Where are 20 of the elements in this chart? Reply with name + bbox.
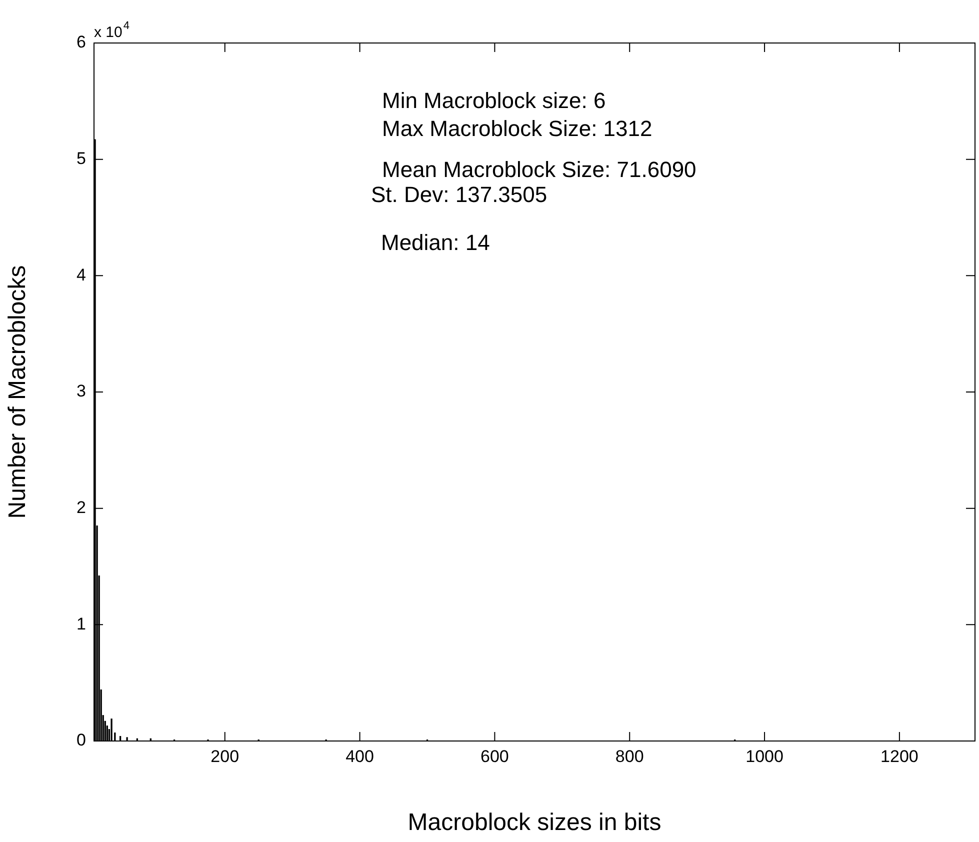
- x-tick-label: 400: [346, 746, 374, 766]
- y-tick-label: 5: [76, 149, 86, 168]
- x-tick-label: 1000: [746, 746, 784, 766]
- y-tick-label: 6: [76, 32, 86, 52]
- x-tick-label: 800: [615, 746, 644, 766]
- annotation: Min Macroblock size: 6: [382, 88, 606, 113]
- y-tick-label: 1: [76, 614, 86, 634]
- y-tick-label: 4: [76, 265, 86, 284]
- x-tick-label: 1200: [880, 746, 918, 766]
- y-tick-label: 0: [76, 730, 86, 750]
- annotation: Median: 14: [381, 230, 490, 255]
- x-tick-label: 200: [210, 746, 240, 766]
- y-tick-label: 3: [76, 382, 86, 401]
- annotation: Max Macroblock Size: 1312: [382, 116, 652, 141]
- y-tick-label: 2: [76, 498, 86, 518]
- y-axis-title: Number of Macroblocks: [4, 265, 32, 519]
- x-axis-title: Macroblock sizes in bits: [408, 809, 662, 836]
- annotation: St. Dev: 137.3505: [371, 182, 548, 207]
- x-tick-label: 600: [480, 746, 509, 766]
- annotation: Mean Macroblock Size: 71.6090: [382, 157, 696, 182]
